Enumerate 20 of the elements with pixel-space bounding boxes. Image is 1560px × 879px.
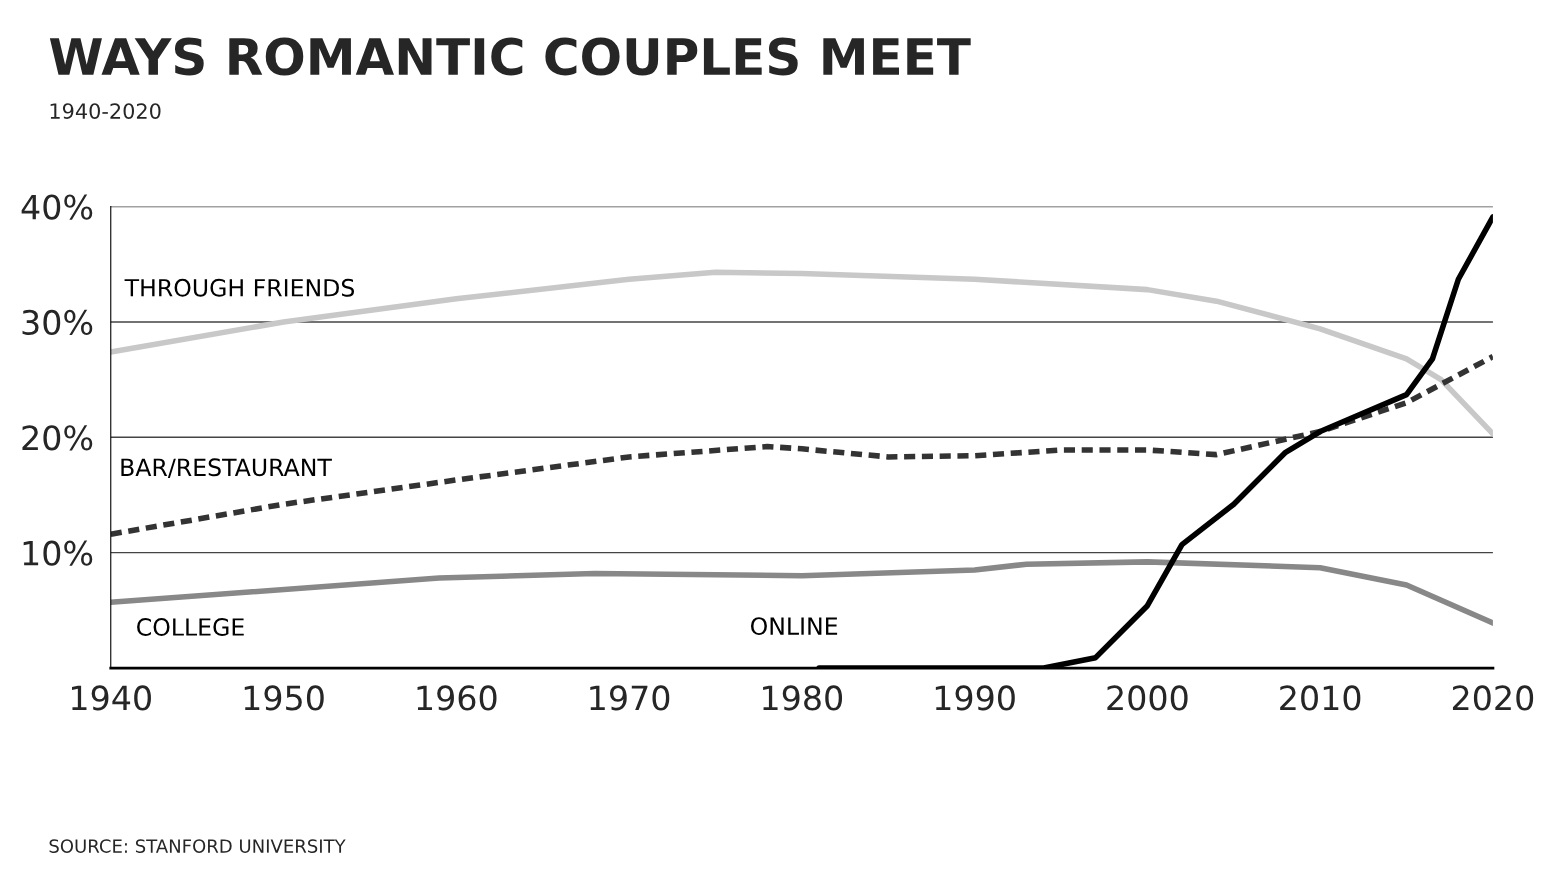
chart-title: WAYS ROMANTIC COUPLES MEET	[49, 37, 971, 76]
x-tick-label: 1960	[417, 685, 497, 711]
y-tick-label: 20%	[22, 425, 93, 451]
series-label: BAR/RESTAURANT	[121, 458, 332, 479]
x-tick-label: 1950	[244, 685, 324, 711]
chart-subtitle: 1940-2020	[50, 103, 161, 119]
x-tick-label: 1990	[935, 685, 1015, 711]
x-tick-label: 1980	[763, 685, 843, 711]
series-label: THROUGH FRIENDS	[124, 278, 355, 297]
x-tick-label: 1940	[72, 685, 151, 711]
x-tick-label: 1970	[590, 685, 670, 711]
x-tick-label: 2010	[1280, 685, 1361, 711]
y-tick-label: 40%	[21, 194, 93, 220]
y-tick-label: 30%	[22, 309, 93, 336]
y-tick-label: 10%	[23, 540, 93, 566]
series-label: ONLINE	[751, 617, 838, 636]
series-label: COLLEGE	[137, 618, 244, 636]
x-tick-label: 2000	[1107, 685, 1188, 711]
x-tick-label: 2020	[1452, 685, 1534, 711]
source-note: SOURCE: STANFORD UNIVERSITY	[49, 839, 346, 853]
